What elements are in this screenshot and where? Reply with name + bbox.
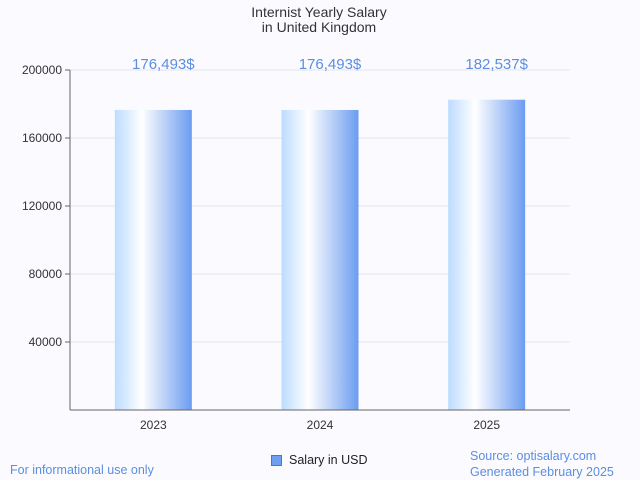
- bars: [114, 99, 526, 410]
- bar-2025: [448, 99, 526, 410]
- x-tick-label: 2024: [307, 418, 334, 432]
- value-label-2024: 176,493$: [299, 56, 362, 73]
- x-tick-label: 2025: [473, 418, 500, 432]
- legend-label: Salary in USD: [289, 453, 368, 467]
- axes: 40000 80000 120000 160000 200000 2023 2024 2025: [22, 63, 570, 432]
- chart-title-line-1: Internist Yearly Salary: [251, 4, 386, 20]
- y-tick-label: 160000: [22, 131, 62, 145]
- footer-disclaimer: For informational use only: [10, 463, 154, 477]
- value-label-2023: 176,493$: [132, 56, 195, 73]
- legend: Salary in USD: [271, 453, 368, 467]
- y-tick-label: 200000: [22, 63, 62, 77]
- bar-2024: [281, 109, 359, 410]
- x-tick-label: 2023: [140, 418, 167, 432]
- chart-title-line-2: in United Kingdom: [262, 19, 376, 35]
- y-tick-label: 120000: [22, 199, 62, 213]
- bar-2023: [114, 109, 192, 410]
- footer-source: Source: optisalary.com Generated Februar…: [470, 448, 614, 480]
- generated-text: Generated February 2025: [470, 465, 614, 479]
- value-label-2025: 182,537$: [465, 56, 528, 73]
- source-text: Source: optisalary.com: [470, 449, 597, 463]
- value-labels: 176,493$ 176,493$ 182,537$: [132, 56, 529, 73]
- y-tick-label: 40000: [29, 335, 63, 349]
- legend-swatch: [271, 454, 282, 466]
- y-tick-label: 80000: [29, 267, 63, 281]
